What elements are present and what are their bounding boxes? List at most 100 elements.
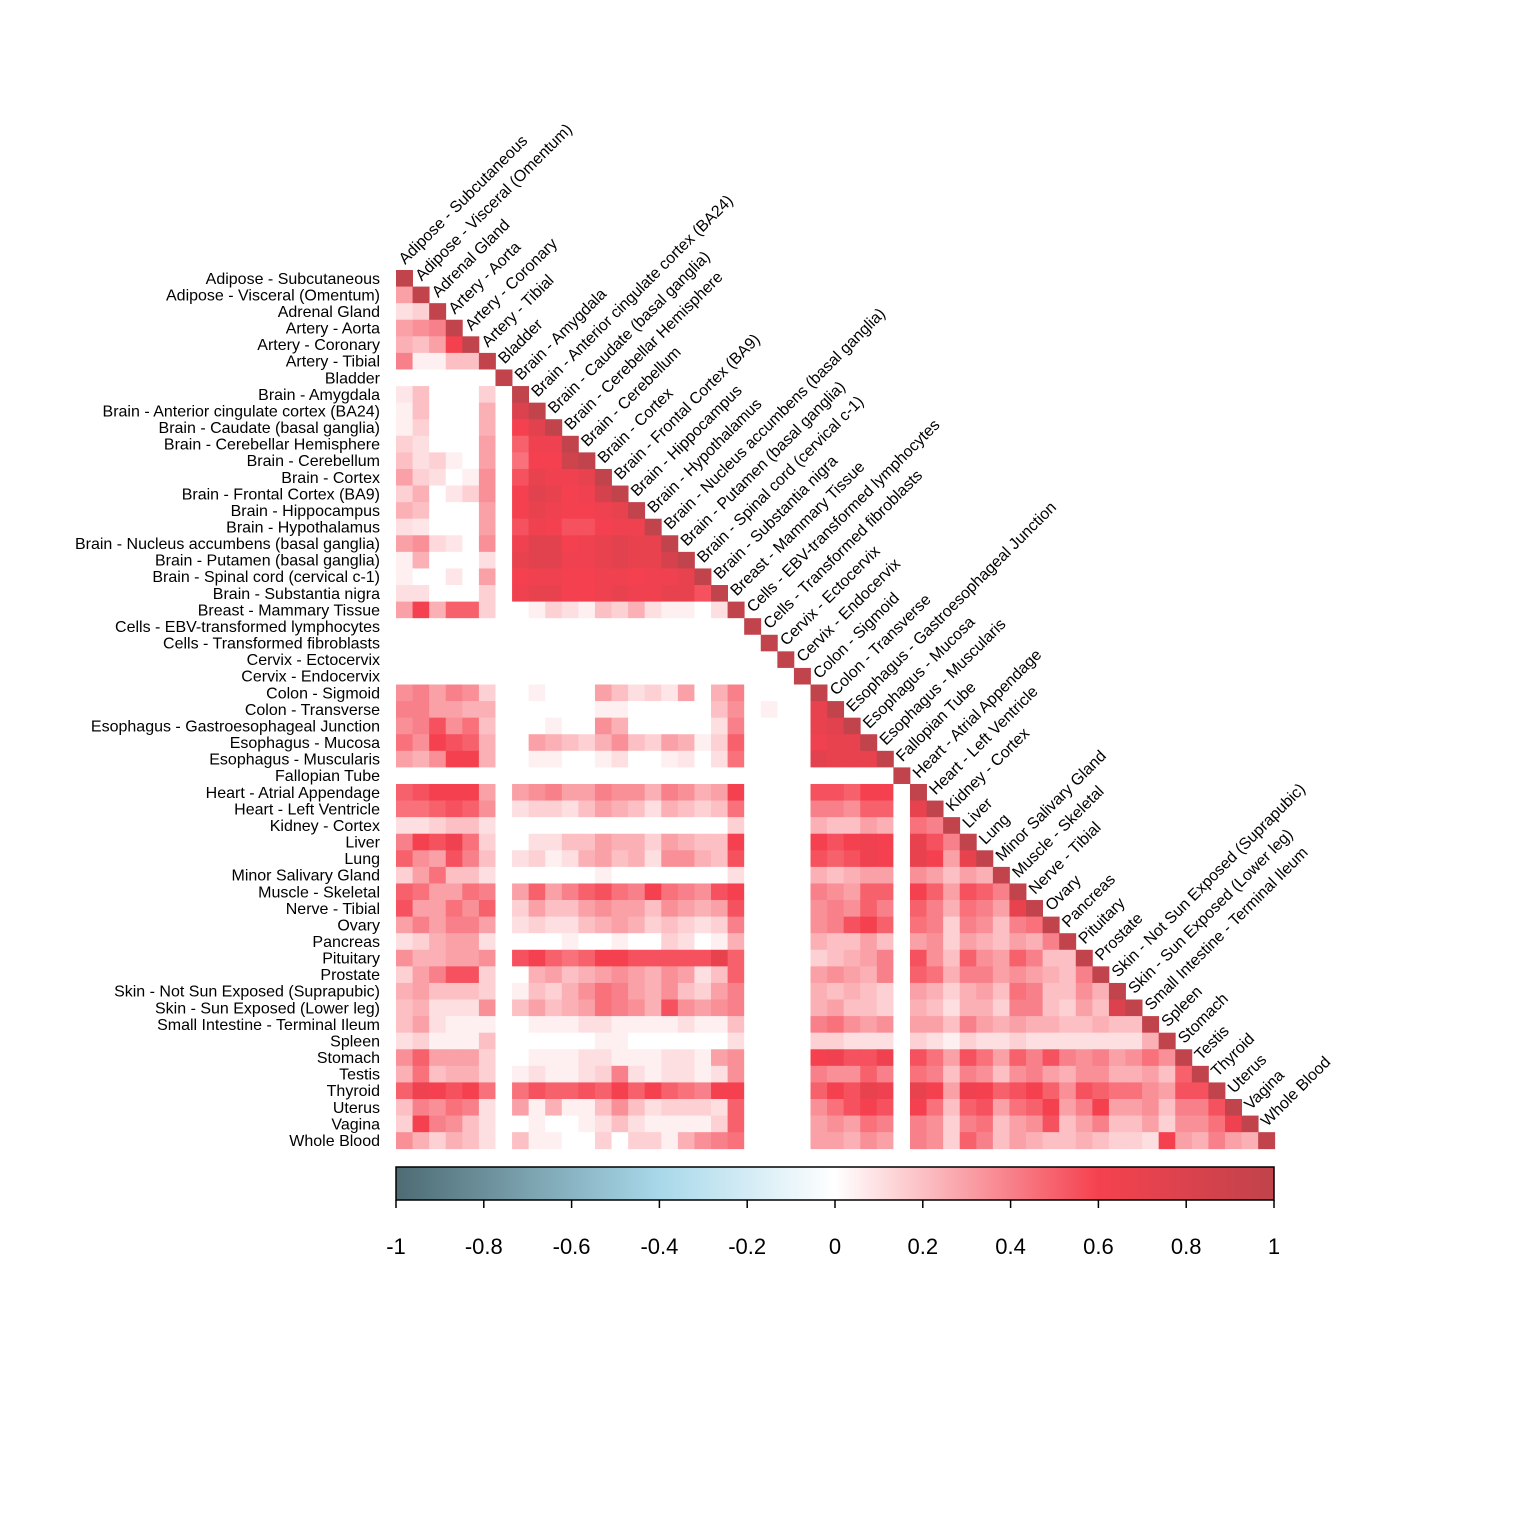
heatmap-cell [1092,1082,1110,1100]
heatmap-cell [760,1115,778,1133]
heatmap-cell [412,402,430,420]
heatmap-cell [429,634,447,652]
heatmap-cell [694,883,712,901]
heatmap-cell [810,1099,828,1116]
heatmap-cell [545,1115,563,1133]
heatmap-cell [893,800,911,818]
heatmap-cell [661,783,679,801]
heatmap-cell [992,900,1010,918]
heatmap-cell [561,1032,579,1050]
heatmap-cell [611,717,629,735]
heatmap-cell [1042,1082,1060,1100]
heatmap-cell [628,1016,646,1034]
heatmap-cell [926,1049,944,1067]
heatmap-cell [760,651,778,669]
heatmap-cell [396,684,413,702]
colorbar-tick-label: 0.6 [1083,1234,1114,1259]
heatmap-cell [810,916,828,934]
row-label: Brain - Spinal cord (cervical c-1) [152,569,380,586]
heatmap-cell [478,1032,496,1050]
heatmap-cell [462,585,480,602]
heatmap-cell [644,651,662,669]
heatmap-cell [512,817,530,835]
heatmap-cell [909,933,927,951]
heatmap-cell [611,518,629,536]
heatmap-cell [561,1132,579,1150]
heatmap-cell [661,1099,679,1116]
heatmap-cell [462,734,480,752]
heatmap-cell [777,999,795,1017]
heatmap-cell [777,850,795,868]
heatmap-cell [661,701,679,719]
heatmap-cell [1191,1099,1209,1116]
heatmap-cell [1075,1115,1093,1133]
heatmap-cell [744,999,762,1017]
heatmap-cell [893,999,911,1017]
heatmap-cell [1009,1082,1027,1100]
heatmap-cell [445,1016,463,1034]
colorbar-tick-label: -0.8 [465,1234,503,1259]
heatmap-cell [478,386,496,404]
heatmap-cell [1092,1099,1110,1116]
heatmap-cell [992,966,1010,984]
heatmap-cell [893,850,911,868]
heatmap-cell [528,1115,546,1133]
heatmap-cell [943,866,961,884]
heatmap-cell [478,568,496,586]
heatmap-cell [412,833,430,851]
heatmap-cell [711,1082,728,1100]
heatmap-cell [677,601,695,619]
colorbar-tick-label: -0.2 [728,1234,766,1259]
row-label: Thyroid [327,1083,380,1100]
heatmap-cell [677,833,695,851]
heatmap-cell [478,833,496,851]
heatmap-cell [827,966,845,984]
heatmap-cell [512,1082,530,1100]
heatmap-cell [661,535,679,553]
heatmap-cell [711,866,728,884]
heatmap-cell [727,866,745,884]
heatmap-cell [528,916,546,934]
heatmap-cell [827,701,845,719]
heatmap-cell [545,916,563,934]
heatmap-cell [727,750,745,768]
heatmap-cell [628,916,646,934]
heatmap-cell [512,651,530,669]
heatmap-cell [677,933,695,951]
heatmap-cell [760,999,778,1017]
heatmap-cell [777,800,795,818]
heatmap-cell [561,701,579,719]
heatmap-cell [578,667,596,685]
heatmap-cell [843,750,861,768]
heatmap-cell [429,1049,447,1067]
heatmap-cell [694,800,712,818]
heatmap-cell [727,667,745,685]
heatmap-cell [661,601,679,619]
heatmap-cell [396,485,413,503]
heatmap-cell [396,701,413,719]
heatmap-cell [528,1016,546,1034]
heatmap-cell [876,900,894,918]
heatmap-cell [445,684,463,702]
heatmap-cell [628,1032,646,1050]
heatmap-cell [561,900,579,918]
heatmap-cell [827,883,845,901]
heatmap-cell [396,750,413,768]
colorbar: -1 -0.8 -0.6 -0.4 -0.2 0 0.2 0.4 0.6 0.8 1 [386,1166,1280,1259]
heatmap-cell [976,900,994,918]
heatmap-cell [992,1032,1010,1050]
heatmap-cell [810,933,828,951]
heatmap-cell [512,1099,530,1116]
heatmap-cell [860,866,878,884]
heatmap-cell [926,883,944,901]
heatmap-cell [561,601,579,619]
heatmap-cell [1026,949,1044,967]
heatmap-cell [711,817,728,835]
heatmap-cell [843,949,861,967]
heatmap-cell [545,452,563,470]
heatmap-cell [909,900,927,918]
heatmap-cell [561,949,579,967]
heatmap-cell [976,916,994,934]
heatmap-cell [876,767,894,785]
heatmap-cell [611,684,629,702]
